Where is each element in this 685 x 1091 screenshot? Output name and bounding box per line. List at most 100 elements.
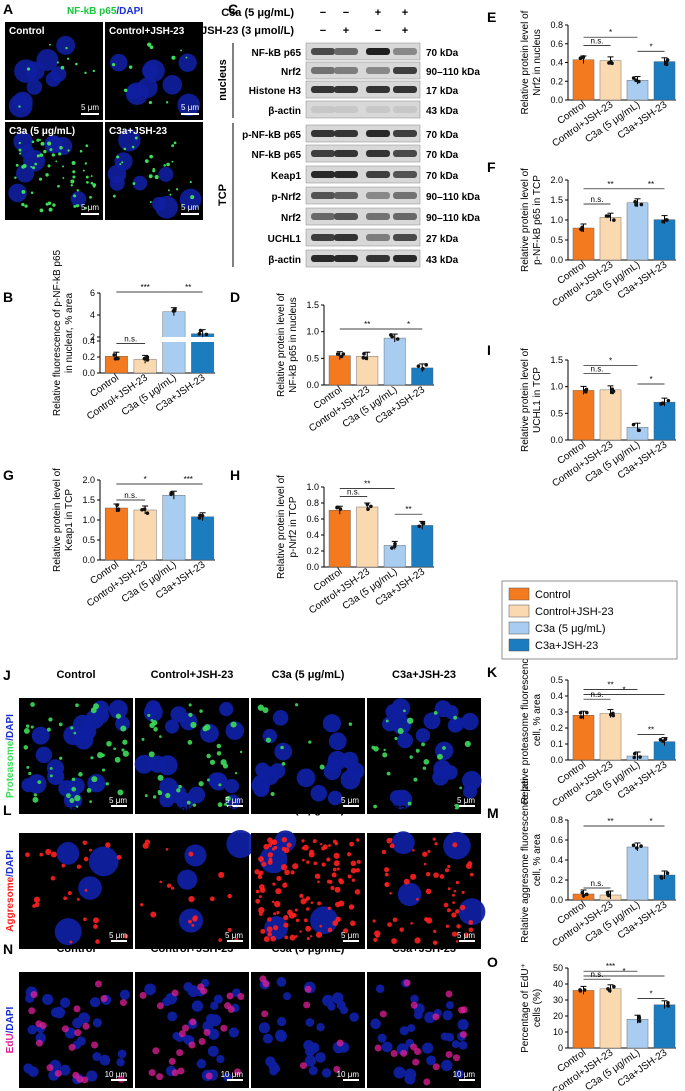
stain-dot [197,983,205,991]
stain-name: Proteasome [5,740,16,798]
nucleus-blob [207,1045,219,1057]
column-header: Control+JSH-23 [151,804,234,816]
band-size: 70 kDa [426,171,459,182]
band-name: NF-kB p65 [252,48,302,59]
stain-dot [36,154,40,158]
stain-dot [105,842,111,848]
band-name: UCHL1 [268,234,302,245]
nucleus-blob [152,196,167,212]
stain-dot [464,740,471,748]
stain-dot [218,783,222,787]
data-point [204,332,209,337]
nucleus-blob [14,59,38,83]
nucleus-blob [56,841,80,865]
stain-dot [171,1069,179,1077]
bar [599,988,622,1049]
nucleus-blob [441,1059,453,1072]
blot-band [393,234,417,241]
nucleus-blob [328,732,347,751]
stain-dot [225,795,231,802]
y-tick-label: 30 [553,995,563,1005]
blot-band [334,106,358,113]
stain-dot [259,887,266,893]
y-tick-label: 0.0 [550,435,563,445]
stain-dot [423,759,430,765]
blot-band [393,130,417,137]
stain-dot [71,786,77,792]
data-point [666,1004,671,1008]
stain-dot [76,189,80,192]
data-point [198,328,203,333]
dapi-name: /DAPI [5,1006,16,1033]
stain-dot [35,1039,43,1047]
stain-name: Aggresome [5,876,16,931]
stain-dot [33,793,37,797]
column-header: C3a (5 μg/mL) [272,804,345,816]
y-tick-label: 0.2 [550,76,563,86]
bar [653,1004,676,1049]
bar [599,389,622,441]
stain-dot [70,726,74,730]
data-point [634,203,638,207]
stain-dot [166,162,170,167]
nucleus-blob [117,1049,127,1059]
stain-dot [73,204,77,208]
bar [572,227,595,261]
nucleus-blob [262,1033,273,1044]
stain-dot [123,88,128,93]
stain-dot [432,1013,440,1021]
stain-dot [72,1071,80,1079]
data-point [634,846,639,850]
stain-dot [410,1001,418,1009]
microscopy-rows: J Control Control+JSH-23 C3a (5 μg/mL) C3a+J… [3,667,486,1088]
chart-i: I 0.0 0.5 1.0 1.5 Relative protein level ofUC… [487,342,676,489]
nucleus-blob [451,1040,460,1049]
data-point [612,218,616,222]
y-label-line: NF-kB p65 in nucleus [288,297,299,393]
stain-dot [319,843,323,846]
stain-dot [271,900,275,904]
stain-dot [73,1005,81,1013]
nucleus-blob [132,175,148,191]
panel-letter: A [3,1,13,17]
nucleus-blob [148,755,166,773]
significance-label: * [649,817,652,826]
y-axis-label: Relative protein level ofNrf2 in nucleus [520,10,543,114]
nucleus-blob [272,710,289,726]
column-header: Control [56,669,95,681]
y-axis-label: Relative aggresome fluorescence percell,… [520,777,543,943]
stain-dot [65,793,71,799]
y-label-line: cell, % area [532,693,543,746]
stain-dot [223,803,228,807]
nucleus-blob [8,93,33,118]
data-point [607,61,611,65]
blot-band [334,213,358,220]
significance-label: n.s. [124,334,137,343]
nucleus-blob [8,183,27,203]
stain-dot [332,920,339,926]
data-point [665,218,669,222]
blot-band [311,192,335,199]
blot-strip [305,207,421,226]
stain-dot [82,840,88,845]
chart-d: D 0.0 0.5 1.0 1.5 Relative protein level ofNF… [230,289,434,434]
column-header: C3a+JSH-23 [392,669,456,681]
stain-dot [303,918,308,923]
stain-dot [95,939,100,944]
stain-dot [141,737,145,741]
nucleus-blob [63,725,83,746]
stain-dot [220,1024,228,1032]
stain-dot [258,906,265,914]
row-stain-label: Aggresome/DAPI [5,850,16,932]
nucleus-blob [341,751,359,770]
stain-dot [397,727,404,734]
stain-dot [403,979,411,987]
bar [599,216,622,261]
stain-dot [188,895,195,903]
data-point [578,56,583,61]
data-point [639,202,644,207]
stain-dot [74,794,81,802]
data-point [608,988,612,993]
stain-dot [328,844,331,847]
stain-dot [94,980,102,988]
